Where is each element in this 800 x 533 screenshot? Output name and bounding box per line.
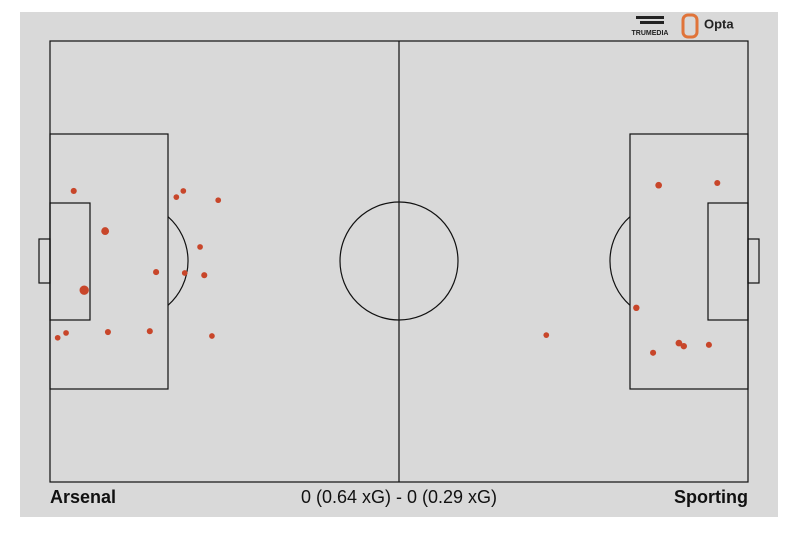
- logo-opta: Opta: [681, 13, 734, 39]
- shot: [655, 181, 662, 189]
- shot: [633, 304, 640, 312]
- shot: [181, 270, 188, 276]
- shot: [70, 187, 77, 194]
- shot: [173, 194, 180, 200]
- team-label: Arsenal: [50, 487, 116, 507]
- logo-trumedia: TRUMEDIA: [632, 16, 669, 37]
- shot: [650, 349, 657, 356]
- shot: [543, 332, 550, 338]
- shot: [146, 328, 153, 335]
- score: 0 (0.64 xG) - 0 (0.29 xG): [301, 487, 497, 507]
- shot: [714, 179, 721, 187]
- shot: [101, 227, 110, 235]
- shot: [705, 341, 712, 348]
- shot: [54, 334, 61, 341]
- shot: [79, 285, 89, 295]
- logo-text: Opta: [704, 16, 734, 31]
- pitch: [38, 40, 760, 483]
- shot: [201, 272, 208, 279]
- shot: [209, 333, 215, 339]
- team-label: Sporting: [674, 487, 748, 507]
- shot: [153, 269, 160, 276]
- shot: [680, 342, 687, 350]
- shot: [215, 197, 222, 204]
- shot: [63, 330, 69, 336]
- shot: [180, 188, 187, 194]
- logo-text: TRUMEDIA: [632, 30, 669, 37]
- shot: [675, 339, 683, 347]
- shot: [197, 244, 203, 250]
- shot: [104, 329, 111, 336]
